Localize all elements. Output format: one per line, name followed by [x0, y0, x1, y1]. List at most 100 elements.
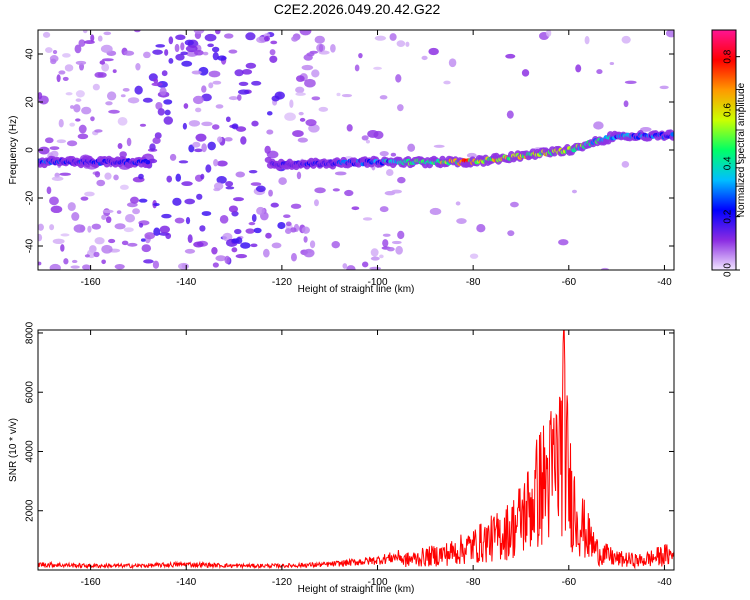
heatmap-cell — [251, 80, 262, 86]
heatmap-cell — [263, 35, 271, 42]
heatmap-cell — [311, 96, 321, 101]
heatmap-cell — [135, 62, 141, 71]
heatmap-cell — [361, 261, 369, 268]
heatmap-cell — [185, 45, 198, 53]
heatmap-cell — [172, 197, 182, 206]
heatmap-cell — [155, 44, 166, 48]
heatmap-cell — [205, 164, 212, 173]
heatmap-cell — [134, 85, 143, 95]
heatmap-cell — [84, 191, 95, 197]
heatmap-cell — [103, 31, 112, 36]
heatmap-cell — [344, 189, 354, 197]
heatmap-cell — [274, 91, 285, 100]
heatmap-cell — [50, 205, 63, 214]
heatmap-cell — [231, 247, 238, 253]
heatmap-cell — [212, 262, 219, 268]
heatmap-cell — [195, 107, 202, 113]
heatmap-cell — [304, 78, 316, 88]
heatmap-cell — [601, 267, 609, 270]
heatmap-cell — [215, 255, 227, 262]
heatmap-cell — [78, 39, 86, 47]
heatmap-marks — [38, 30, 674, 270]
heatmap-cell — [558, 239, 569, 246]
heatmap-cell — [155, 101, 163, 110]
heatmap-cell — [202, 51, 209, 56]
colorbar-tick-label: 0.6 — [723, 103, 734, 117]
heatmap-cell — [49, 196, 59, 206]
heatmap-cell — [382, 239, 389, 248]
heatmap-cell — [351, 206, 360, 211]
heatmap-cell — [207, 43, 214, 48]
heatmap-cell — [175, 34, 186, 41]
y-tick-label: 0 — [25, 147, 36, 153]
heatmap-cell — [456, 218, 467, 224]
heatmap-cell — [187, 234, 193, 243]
heatmap-cell — [346, 265, 356, 270]
heatmap-cell — [318, 106, 329, 112]
colorbar-label: Normalized spectral amplitude — [736, 82, 747, 217]
colorbar-gradient — [711, 29, 737, 271]
heatmap-cell — [180, 51, 188, 56]
heatmap-cell — [284, 228, 292, 234]
heatmap-cell — [165, 232, 172, 240]
heatmap-cell — [665, 30, 674, 38]
heatmap-cell — [370, 256, 380, 261]
heatmap-cell — [102, 58, 114, 62]
snr-frame — [37, 329, 675, 571]
heatmap-cell — [201, 211, 212, 217]
heatmap-cell — [70, 105, 75, 109]
heatmap-cell — [82, 30, 88, 34]
heatmap-cell — [609, 61, 615, 66]
heatmap-cell — [201, 93, 212, 102]
heatmap-cell — [102, 209, 114, 214]
heatmap-cell — [196, 193, 203, 200]
heatmap-cell — [185, 216, 191, 225]
x-tick-label: -120 — [272, 577, 292, 588]
heatmap-cell — [124, 214, 136, 223]
heatmap-cell — [60, 233, 70, 237]
heatmap-cell — [56, 74, 61, 83]
heatmap-cell — [119, 184, 129, 190]
heatmap-cell — [309, 50, 319, 54]
heatmap-cell — [385, 169, 394, 176]
heatmap-cell — [421, 55, 428, 61]
heatmap-cell — [245, 228, 255, 234]
heatmap-cell — [251, 213, 257, 223]
y-tick-label: 2000 — [25, 499, 36, 522]
heatmap-cell — [120, 94, 126, 98]
x-tick-label: -80 — [466, 277, 481, 288]
heatmap-cell — [50, 58, 57, 65]
heatmap-cell — [269, 49, 276, 56]
heatmap-cell — [204, 33, 217, 42]
heatmap-cell — [395, 245, 403, 255]
heatmap-cell — [183, 103, 189, 109]
heatmap-cell — [361, 135, 369, 141]
heatmap-cell — [101, 63, 110, 72]
heatmap-cell — [270, 202, 279, 208]
heatmap-cell — [134, 30, 141, 33]
heatmap-cell — [305, 119, 317, 127]
heatmap-cell — [298, 111, 304, 116]
heatmap-cell — [175, 53, 185, 61]
heatmap-cell — [200, 173, 205, 180]
heatmap-x-ticks: -160 -140 -120 -100 -80 -60 -40 — [81, 30, 672, 288]
heatmap-cell — [44, 137, 54, 144]
heatmap-cell — [278, 177, 287, 185]
heatmap-cell — [112, 69, 117, 74]
heatmap-cell — [255, 185, 266, 193]
x-tick-label: -160 — [81, 277, 101, 288]
colorbar-tick-label: 0.0 — [723, 263, 734, 277]
heatmap-cell — [71, 212, 80, 221]
heatmap-cell — [52, 238, 65, 245]
heatmap-cell — [397, 104, 404, 112]
heatmap-cell — [301, 64, 314, 71]
heatmap-cell — [96, 179, 106, 187]
heatmap-cell — [105, 101, 113, 106]
heatmap-cell — [225, 116, 231, 123]
heatmap-cell — [73, 224, 86, 233]
heatmap-cell — [314, 187, 326, 194]
y-tick-label: 20 — [25, 96, 36, 108]
heatmap-cell — [215, 104, 224, 109]
heatmap-cell — [184, 198, 196, 205]
y-tick-label: 40 — [25, 48, 36, 60]
